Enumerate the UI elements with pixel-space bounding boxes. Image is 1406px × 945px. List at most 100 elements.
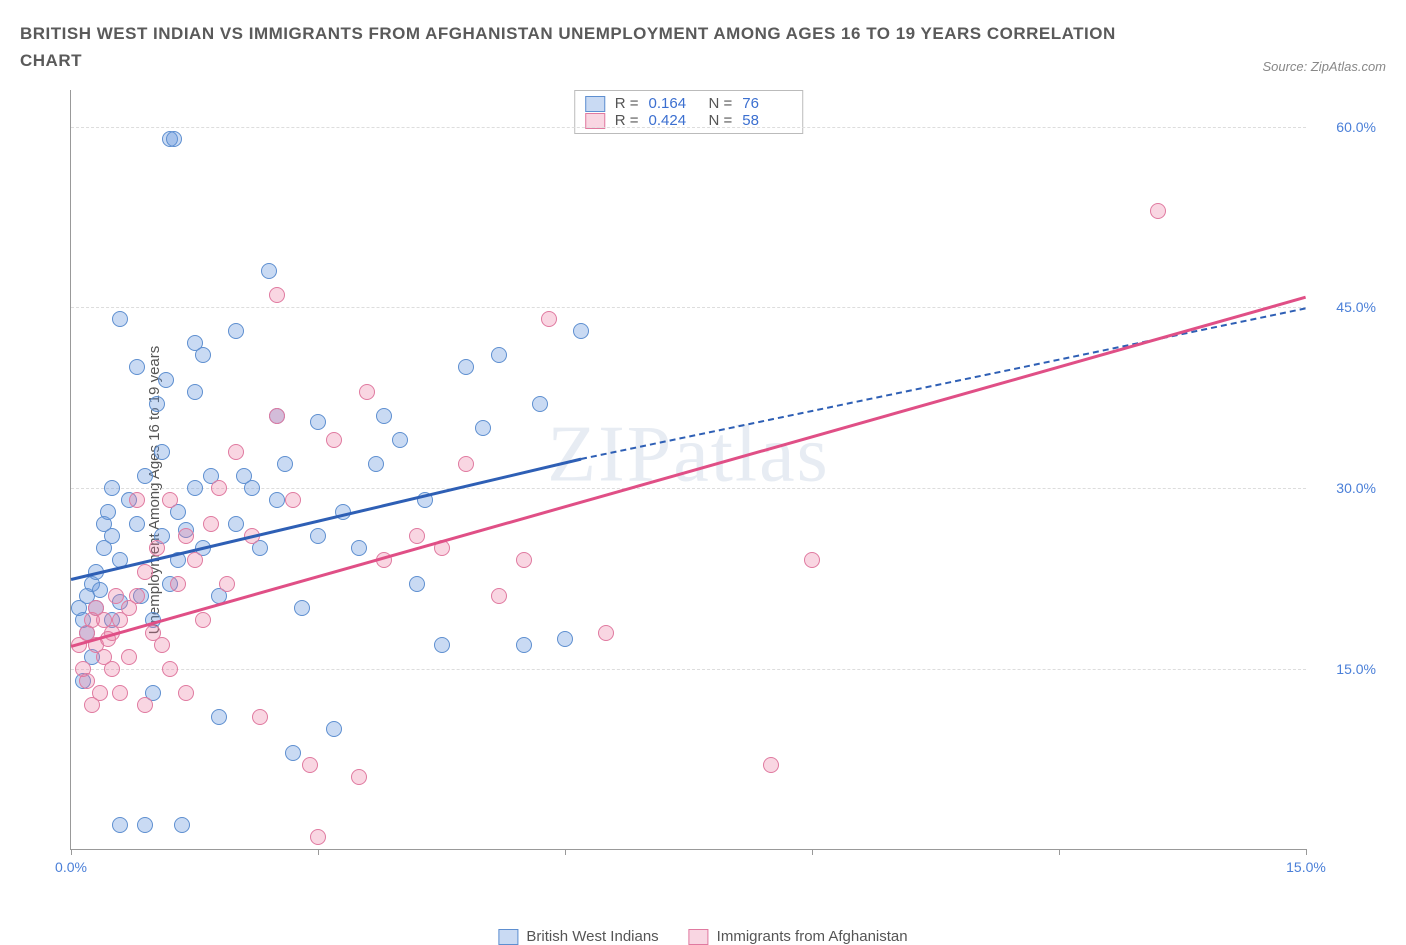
- scatter-point: [174, 817, 190, 833]
- scatter-point: [154, 444, 170, 460]
- legend-swatch-pink-2: [689, 929, 709, 945]
- scatter-point: [149, 396, 165, 412]
- scatter-point: [129, 492, 145, 508]
- scatter-point: [187, 552, 203, 568]
- legend-label-2: Immigrants from Afghanistan: [717, 928, 908, 945]
- scatter-point: [326, 721, 342, 737]
- legend-swatch-blue-2: [498, 929, 518, 945]
- scatter-point: [170, 576, 186, 592]
- scatter-point: [541, 311, 557, 327]
- xtick: [565, 849, 566, 855]
- scatter-point: [351, 769, 367, 785]
- scatter-point: [285, 745, 301, 761]
- scatter-point: [104, 480, 120, 496]
- plot-area: ZIPatlas R = 0.164 N = 76 R = 0.424 N = …: [70, 90, 1306, 850]
- xtick: [318, 849, 319, 855]
- r-label: R =: [615, 95, 639, 112]
- scatter-point: [211, 480, 227, 496]
- chart-title: BRITISH WEST INDIAN VS IMMIGRANTS FROM A…: [20, 20, 1120, 74]
- bottom-legend: British West Indians Immigrants from Afg…: [498, 928, 907, 945]
- scatter-point: [219, 576, 235, 592]
- scatter-point: [154, 637, 170, 653]
- scatter-point: [187, 480, 203, 496]
- scatter-point: [137, 697, 153, 713]
- scatter-point: [763, 757, 779, 773]
- xtick: [1059, 849, 1060, 855]
- scatter-point: [228, 323, 244, 339]
- scatter-point: [261, 263, 277, 279]
- scatter-point: [392, 432, 408, 448]
- scatter-point: [129, 588, 145, 604]
- scatter-point: [302, 757, 318, 773]
- scatter-point: [516, 637, 532, 653]
- xtick: [71, 849, 72, 855]
- scatter-point: [129, 359, 145, 375]
- scatter-point: [269, 287, 285, 303]
- scatter-point: [158, 372, 174, 388]
- ytick-label: 60.0%: [1336, 119, 1376, 135]
- scatter-point: [187, 384, 203, 400]
- stats-legend: R = 0.164 N = 76 R = 0.424 N = 58: [574, 90, 804, 134]
- scatter-point: [310, 414, 326, 430]
- scatter-point: [129, 516, 145, 532]
- ytick-label: 30.0%: [1336, 480, 1376, 496]
- scatter-point: [137, 468, 153, 484]
- scatter-point: [804, 552, 820, 568]
- scatter-point: [532, 396, 548, 412]
- stats-row-1: R = 0.164 N = 76: [585, 95, 793, 112]
- scatter-point: [277, 456, 293, 472]
- scatter-point: [228, 444, 244, 460]
- xtick: [1306, 849, 1307, 855]
- scatter-point: [121, 649, 137, 665]
- scatter-point: [475, 420, 491, 436]
- scatter-point: [203, 516, 219, 532]
- scatter-point: [104, 661, 120, 677]
- scatter-point: [434, 637, 450, 653]
- scatter-point: [573, 323, 589, 339]
- scatter-point: [162, 661, 178, 677]
- legend-item-1: British West Indians: [498, 928, 658, 945]
- scatter-point: [310, 829, 326, 845]
- scatter-point: [269, 408, 285, 424]
- scatter-point: [100, 504, 116, 520]
- scatter-point: [92, 582, 108, 598]
- scatter-point: [269, 492, 285, 508]
- scatter-point: [285, 492, 301, 508]
- ytick-label: 15.0%: [1336, 661, 1376, 677]
- chart-container: Unemployment Among Ages 16 to 19 years Z…: [20, 80, 1386, 900]
- legend-item-2: Immigrants from Afghanistan: [689, 928, 908, 945]
- scatter-point: [409, 528, 425, 544]
- scatter-point: [112, 685, 128, 701]
- scatter-point: [166, 131, 182, 147]
- gridline: [71, 669, 1306, 670]
- scatter-point: [112, 817, 128, 833]
- scatter-point: [326, 432, 342, 448]
- source-label: Source: ZipAtlas.com: [1262, 59, 1386, 74]
- scatter-point: [351, 540, 367, 556]
- xtick-label: 0.0%: [55, 859, 87, 875]
- scatter-point: [244, 480, 260, 496]
- ytick-label: 45.0%: [1336, 299, 1376, 315]
- scatter-point: [409, 576, 425, 592]
- scatter-point: [252, 709, 268, 725]
- scatter-point: [516, 552, 532, 568]
- scatter-point: [491, 347, 507, 363]
- legend-label-1: British West Indians: [526, 928, 658, 945]
- scatter-point: [294, 600, 310, 616]
- scatter-point: [104, 528, 120, 544]
- gridline: [71, 307, 1306, 308]
- gridline: [71, 127, 1306, 128]
- trend-line: [71, 295, 1307, 647]
- scatter-point: [598, 625, 614, 641]
- scatter-point: [368, 456, 384, 472]
- n-value-1: 76: [742, 95, 792, 112]
- scatter-point: [458, 456, 474, 472]
- xtick: [812, 849, 813, 855]
- scatter-point: [178, 685, 194, 701]
- watermark: ZIPatlas: [547, 409, 830, 500]
- scatter-point: [112, 311, 128, 327]
- scatter-point: [211, 709, 227, 725]
- scatter-point: [1150, 203, 1166, 219]
- legend-swatch-blue: [585, 96, 605, 112]
- scatter-point: [491, 588, 507, 604]
